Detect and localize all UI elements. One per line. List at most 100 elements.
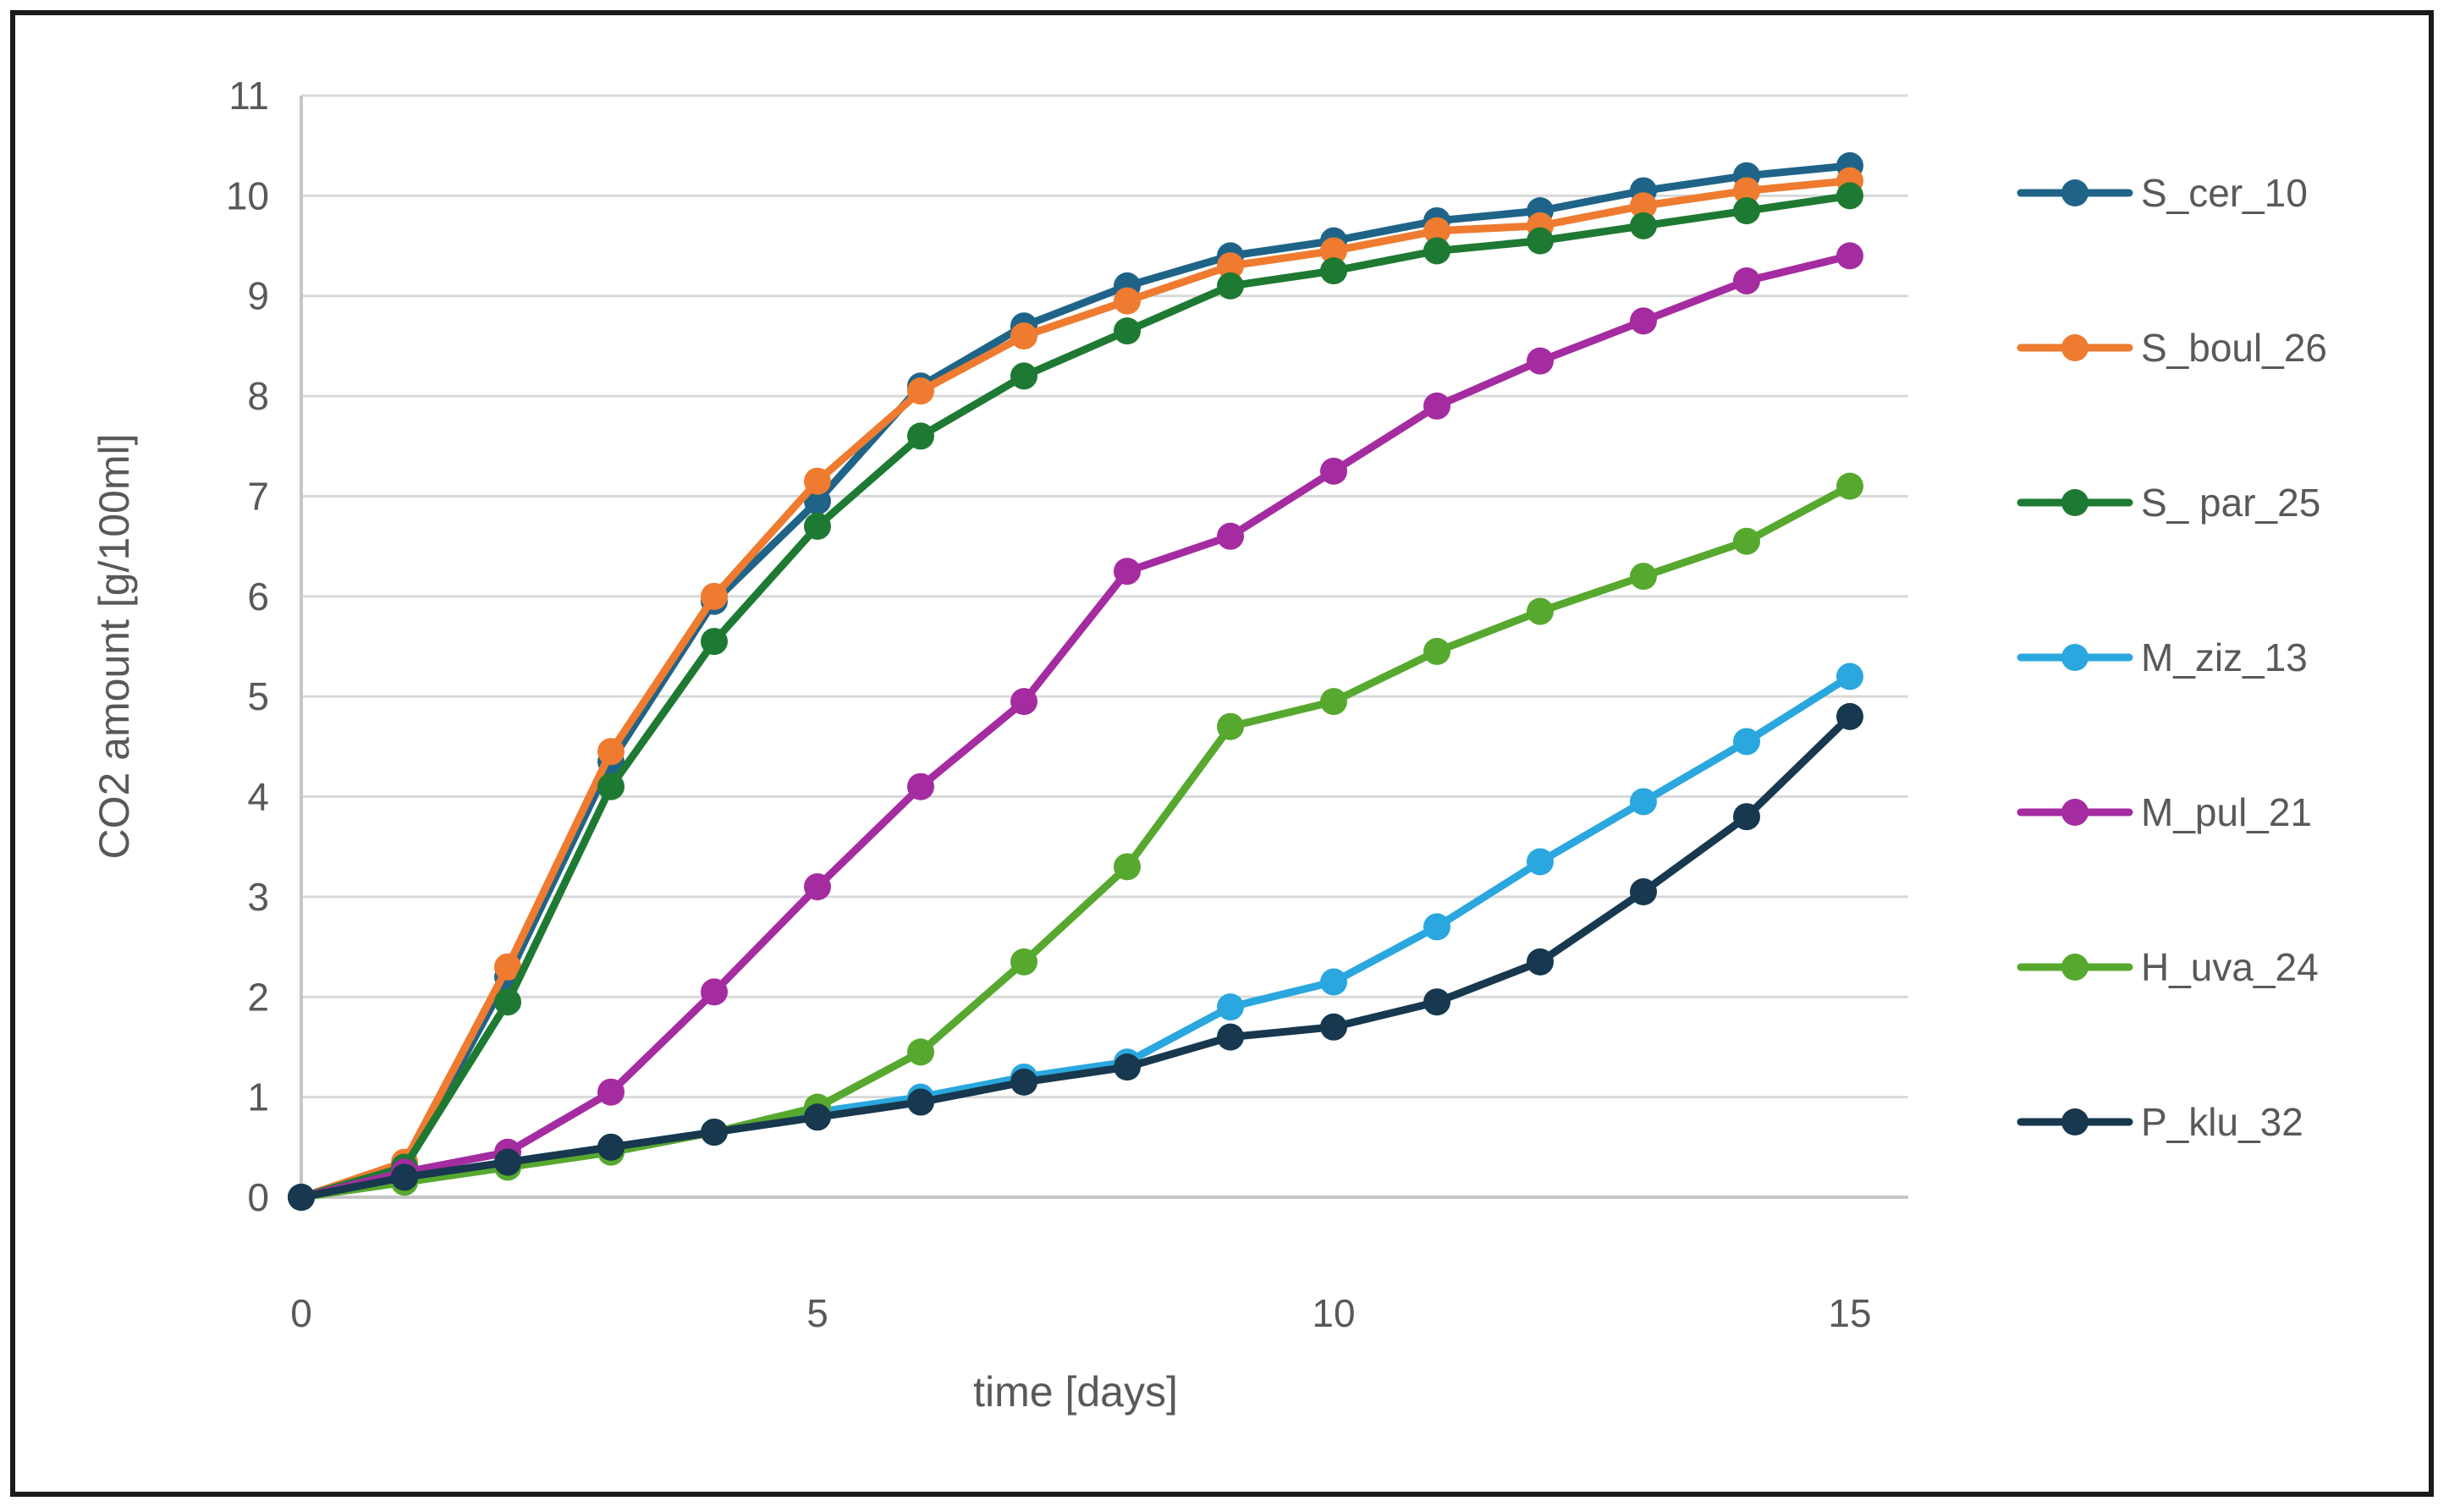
legend: S_cer_10 S_boul_26 S_ par_25 M_ziz_13 M_pul_…: [2017, 171, 2327, 1144]
legend-label: P_klu_32: [2141, 1100, 2303, 1144]
legend-item-P_klu_32: P_klu_32: [2017, 1100, 2303, 1144]
legend-item-S_cer_10: S_cer_10: [2017, 171, 2308, 215]
legend-label: S_ par_25: [2141, 481, 2320, 525]
legend-item-H_uva_24: H_uva_24: [2017, 945, 2319, 989]
y-tick-label: 8: [247, 374, 269, 418]
series-marker: [907, 1038, 934, 1066]
legend-label: S_cer_10: [2141, 171, 2308, 215]
series-marker: [804, 512, 831, 540]
series-marker: [804, 487, 831, 515]
legend-item-M_ziz_13: M_ziz_13: [2017, 635, 2308, 679]
legend-swatch-marker: [2061, 954, 2089, 981]
series-marker: [1114, 558, 1141, 586]
y-axis-title: CO2 amount [g/100ml]: [91, 433, 138, 859]
x-tick-label: 0: [290, 1291, 312, 1335]
series-marker: [494, 1148, 521, 1176]
series-marker: [1630, 877, 1657, 905]
series-marker: [1527, 948, 1554, 976]
series-marker: [597, 1133, 625, 1161]
legend-swatch-marker: [2061, 334, 2089, 361]
series-marker: [1423, 237, 1450, 265]
series-line: [297, 251, 1854, 1201]
series-S_cer_10: [288, 151, 1863, 1211]
series-marker: [1320, 257, 1347, 285]
series-marker: [1010, 362, 1037, 390]
y-tick-label: 4: [247, 775, 269, 819]
x-tick-label: 5: [806, 1291, 828, 1335]
series-marker: [1423, 637, 1450, 665]
series-marker: [1320, 968, 1347, 996]
legend-label: M_ziz_13: [2141, 635, 2308, 679]
legend-item-S_boul_26: S_boul_26: [2017, 326, 2327, 370]
series-marker: [804, 467, 831, 495]
y-tick-label: 0: [247, 1175, 269, 1219]
series-marker: [1217, 993, 1244, 1021]
y-tick-label: 3: [247, 875, 269, 919]
y-tick-label: 9: [247, 274, 269, 318]
legend-swatch-marker: [2061, 799, 2089, 826]
legend-label: S_boul_26: [2141, 326, 2327, 370]
series-marker: [288, 1184, 315, 1211]
series-marker: [1423, 392, 1450, 420]
legend-swatch-marker: [2061, 644, 2089, 671]
series-marker: [1527, 848, 1554, 876]
series-marker: [907, 1088, 934, 1116]
series-marker: [1320, 1013, 1347, 1041]
legend-label: M_pul_21: [2141, 790, 2312, 834]
series-marker: [1217, 522, 1244, 550]
series-marker: [1010, 688, 1037, 716]
series-marker: [1836, 242, 1863, 270]
x-tick-label: 10: [1312, 1291, 1355, 1335]
series-marker: [1836, 472, 1863, 500]
x-axis-title: time [days]: [973, 1368, 1178, 1416]
series-marker: [597, 738, 625, 766]
series-marker: [597, 772, 625, 800]
y-tick-label: 11: [228, 74, 269, 118]
x-tick-labels: 0 5 10 15: [290, 1291, 1871, 1335]
legend-label: H_uva_24: [2141, 945, 2319, 989]
series-marker: [1423, 988, 1450, 1016]
series-marker: [1217, 252, 1244, 280]
series-line: [297, 191, 1854, 1201]
series-marker: [1630, 788, 1657, 816]
y-tick-label: 5: [247, 674, 269, 718]
gridlines: [300, 94, 1908, 1199]
y-tick-label: 10: [226, 173, 269, 217]
series-marker: [1733, 197, 1760, 225]
series-marker: [1010, 1068, 1037, 1096]
legend-item-M_pul_21: M_pul_21: [2017, 790, 2312, 834]
y-tick-label: 1: [247, 1075, 269, 1119]
legend-swatch-marker: [2061, 1108, 2089, 1135]
series-marker: [804, 873, 831, 901]
legend-swatch-marker: [2061, 489, 2089, 516]
series-line: [297, 177, 1854, 1201]
series-line: [297, 162, 1854, 1201]
series-marker: [1630, 563, 1657, 591]
legend-item-S_par_25: S_ par_25: [2017, 481, 2320, 525]
series-marker: [597, 1078, 625, 1106]
series-marker: [907, 772, 934, 800]
series-marker: [1630, 212, 1657, 239]
series-marker: [1320, 237, 1347, 265]
series-marker: [1733, 177, 1760, 205]
series-marker: [1733, 527, 1760, 555]
series-marker: [701, 628, 728, 656]
x-tick-label: 15: [1828, 1291, 1871, 1335]
series-marker: [1527, 347, 1554, 375]
series-marker: [907, 422, 934, 450]
series-marker: [701, 1119, 728, 1146]
series-marker: [1527, 227, 1554, 255]
series-marker: [1114, 853, 1141, 881]
series-marker: [494, 953, 521, 981]
series-marker: [907, 377, 934, 405]
series-marker: [1320, 688, 1347, 716]
series-marker: [1733, 728, 1760, 756]
series-marker: [1423, 913, 1450, 941]
series-line: [297, 673, 1854, 1201]
series-marker: [1423, 217, 1450, 245]
series-marker: [1630, 307, 1657, 335]
series-marker: [1114, 287, 1141, 315]
y-tick-label: 7: [247, 474, 269, 518]
series-marker: [1527, 597, 1554, 625]
